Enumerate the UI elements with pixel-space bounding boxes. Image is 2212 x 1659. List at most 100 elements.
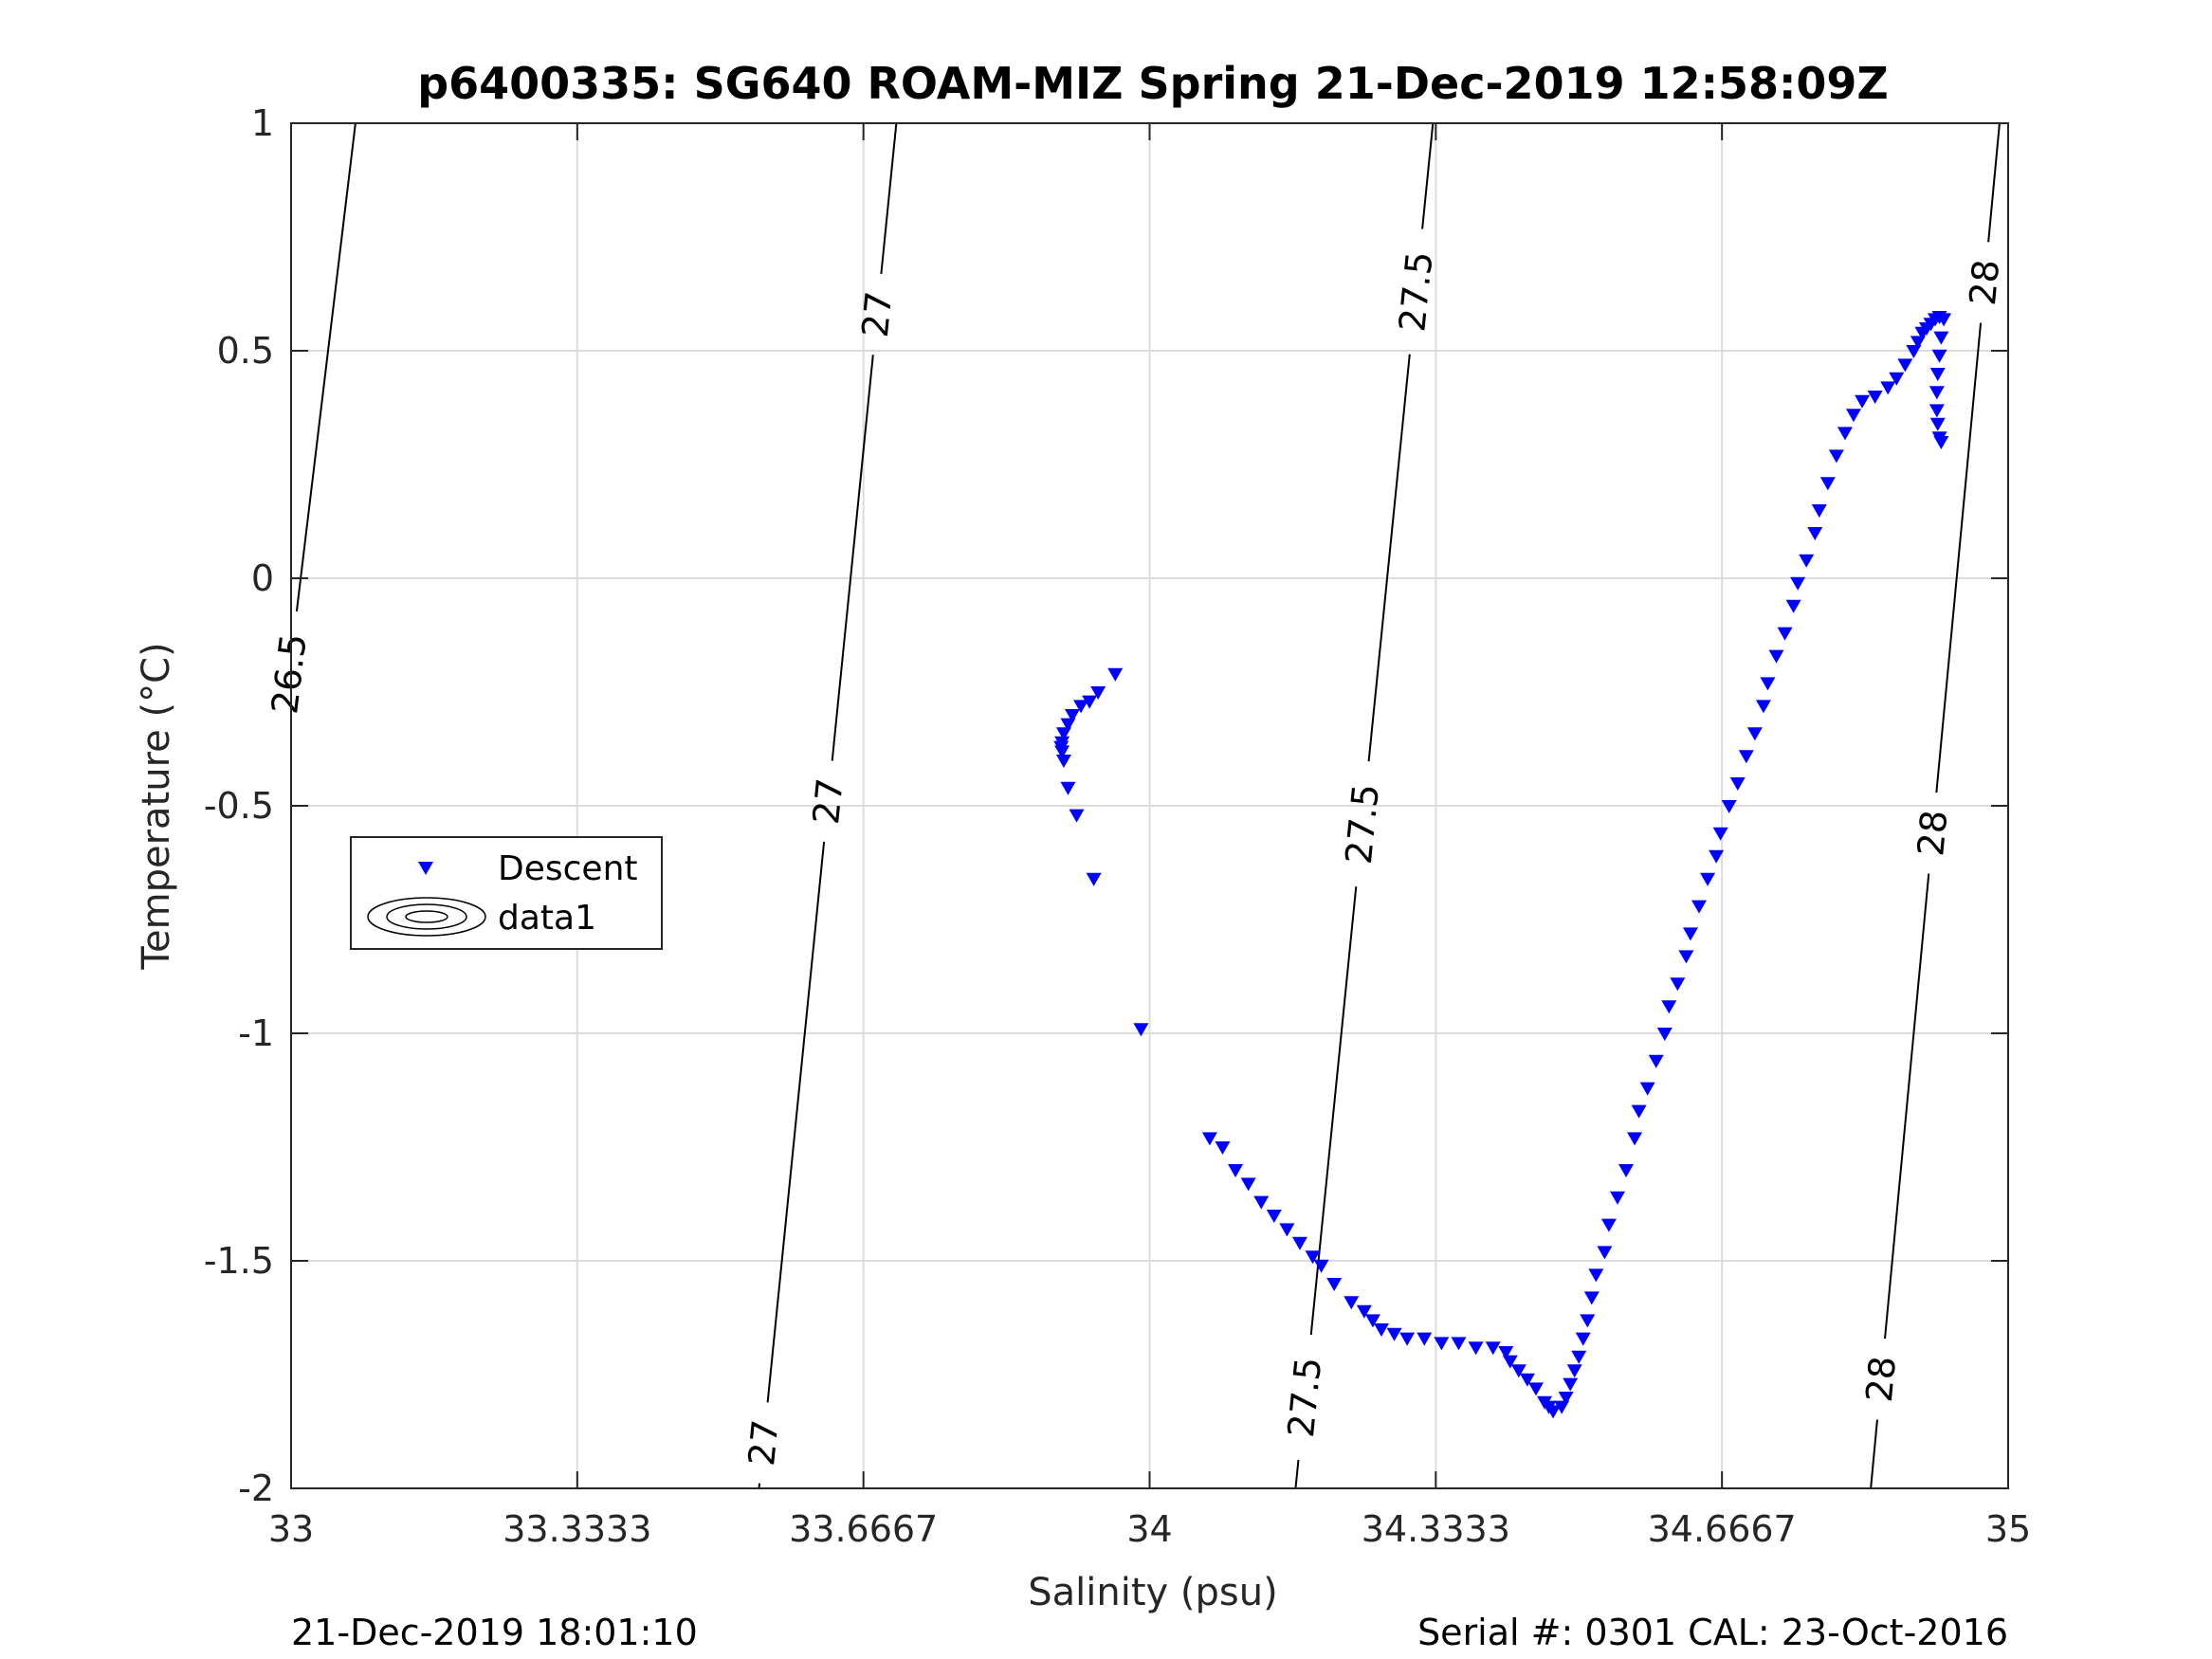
data-point: [1554, 1400, 1570, 1414]
contour-label: 27: [805, 776, 851, 827]
data-point: [1575, 1332, 1591, 1346]
x-axis-label: Salinity (psu): [1028, 1571, 1277, 1614]
legend-entry-data1: data1: [498, 899, 596, 938]
data-point: [1090, 686, 1106, 700]
x-axis-ticks: 33 33.3333 33.6667 34 34.3333 34.6667 35: [268, 123, 2031, 1550]
contour-label: 28: [1858, 1355, 1904, 1404]
data-point: [1777, 627, 1793, 641]
data-point: [1571, 1350, 1587, 1364]
data-point: [1682, 927, 1698, 941]
data-point: [1880, 381, 1896, 395]
contour-line: [1294, 1459, 1300, 1489]
data-point: [1266, 1210, 1282, 1223]
data-point: [1627, 1132, 1643, 1146]
contour-line: [295, 122, 356, 611]
data-point: [1344, 1296, 1360, 1310]
data-point: [1855, 394, 1871, 409]
data-point: [1631, 1104, 1647, 1119]
y-tick-label: -1.5: [204, 1240, 274, 1282]
y-tick-label: -0.5: [204, 785, 274, 827]
legend-descent-marker: [418, 862, 433, 875]
data-point: [1069, 809, 1085, 823]
data-point: [1936, 313, 1952, 327]
footer-timestamp: 21-Dec-2019 18:01:10: [291, 1612, 698, 1653]
data-point: [1889, 372, 1905, 386]
data-point: [1386, 1327, 1402, 1341]
footer-serial-cal: Serial #: 0301 CAL: 23-Oct-2016: [1417, 1612, 2008, 1653]
contour-label: 27.5: [1280, 1356, 1329, 1440]
x-tick-label: 33.6667: [789, 1508, 938, 1550]
data-point: [1485, 1341, 1501, 1356]
density-contours: 26.5 27 27 27 27.5 27.5 27.5 28 28 28: [264, 122, 2007, 1489]
data-point: [1580, 1314, 1596, 1328]
data-point: [1563, 1377, 1579, 1392]
data-point: [1678, 950, 1694, 964]
data-point: [1215, 1141, 1231, 1155]
data-point: [1799, 554, 1815, 568]
y-tick-label: 0: [251, 557, 274, 599]
data-point: [1700, 872, 1716, 886]
data-point: [1201, 1132, 1217, 1146]
data-point: [1253, 1195, 1270, 1210]
contour-line: [880, 122, 898, 275]
data-point: [1837, 427, 1853, 441]
contour-label: 27.5: [1338, 782, 1387, 866]
data-point: [1790, 576, 1806, 591]
legend-box: [350, 836, 663, 950]
y-tick-label: -1: [238, 1012, 274, 1054]
data-point: [1819, 477, 1836, 491]
y-tick-label: 0.5: [217, 330, 274, 372]
data-point: [1082, 695, 1098, 709]
data-point: [1738, 750, 1754, 764]
data-point: [1313, 1259, 1329, 1273]
x-tick-label: 35: [1985, 1508, 2031, 1550]
y-tick-label: -2: [238, 1468, 274, 1509]
data-point: [1073, 700, 1089, 714]
data-point: [1597, 1246, 1613, 1260]
data-point: [1897, 358, 1913, 373]
descent-series: [1053, 311, 1952, 1419]
data-point: [1326, 1278, 1343, 1291]
x-tick-label: 34.6667: [1648, 1508, 1797, 1550]
data-point: [1291, 1236, 1307, 1250]
data-point: [1661, 1000, 1677, 1014]
data-point: [1373, 1323, 1389, 1337]
data-point: [1609, 1191, 1625, 1205]
data-point: [1785, 599, 1801, 613]
data-point: [1086, 872, 1102, 886]
data-point: [1055, 727, 1071, 741]
data-point: [1510, 1364, 1526, 1378]
data-point: [1933, 331, 1949, 345]
data-point: [1639, 1082, 1655, 1096]
data-point: [1133, 1023, 1149, 1037]
data-point: [1498, 1346, 1514, 1359]
contour-label: 28: [1910, 809, 1955, 858]
data-point: [1558, 1392, 1574, 1405]
data-point: [1545, 1405, 1562, 1419]
contour-label: 26.5: [264, 631, 315, 716]
data-point: [1364, 1314, 1380, 1328]
data-point: [1279, 1223, 1295, 1237]
data-point: [1502, 1355, 1518, 1369]
data-point: [1519, 1373, 1535, 1387]
data-point: [1055, 755, 1071, 768]
x-tick-label: 33: [268, 1508, 314, 1550]
data-point: [1240, 1177, 1256, 1192]
y-axis-label: Temperature (°C): [135, 642, 178, 970]
contour-label: 27: [740, 1418, 787, 1468]
data-point: [1768, 649, 1784, 664]
data-point: [1054, 745, 1070, 759]
data-point: [1760, 677, 1776, 691]
legend-entry-descent: Descent: [498, 849, 638, 888]
contour-label: 28: [1962, 258, 2007, 307]
data-point: [1846, 409, 1862, 423]
x-tick-label: 34.3333: [1362, 1508, 1510, 1550]
data-point: [1929, 386, 1945, 400]
contour-line: [1421, 122, 1435, 229]
data-point: [1468, 1341, 1484, 1356]
data-point: [1527, 1382, 1544, 1396]
data-point: [1417, 1332, 1433, 1346]
data-point: [1811, 504, 1827, 518]
